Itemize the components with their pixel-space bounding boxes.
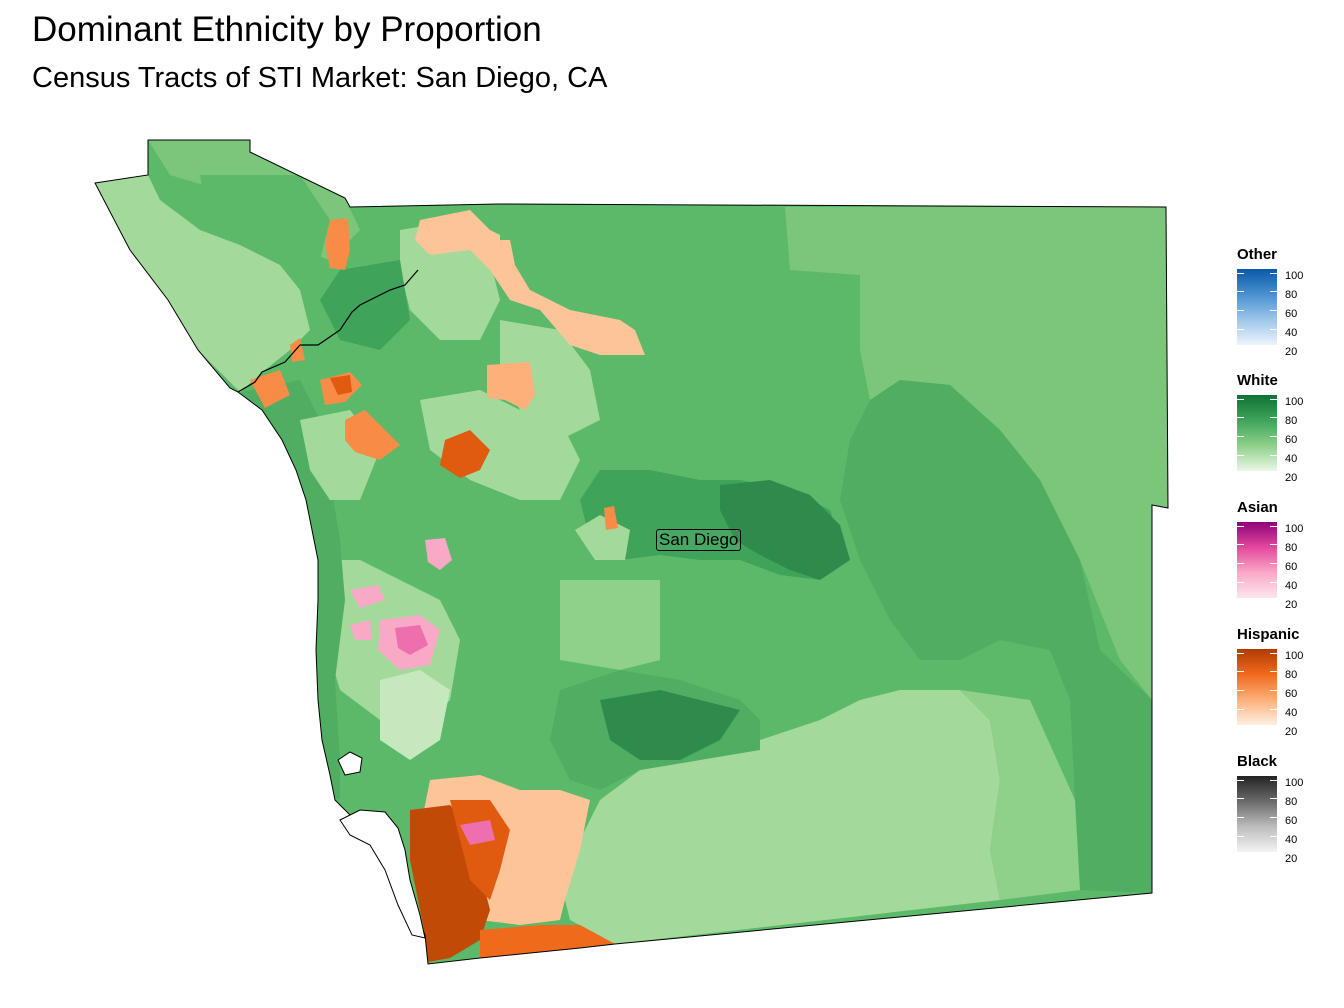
legend-tick-label: 60 [1285, 308, 1298, 320]
legend-tick-label: 60 [1285, 561, 1298, 573]
legend-tick-label: 20 [1285, 853, 1298, 865]
legend-tick-label: 40 [1285, 834, 1298, 846]
region-se-light [560, 690, 1000, 944]
region-mid-light-2 [380, 670, 450, 760]
region-south-dark [600, 690, 740, 760]
hispanic-tract-north-5 [250, 370, 290, 408]
map-subtitle: Census Tracts of STI Market: San Diego, … [32, 62, 608, 94]
bay-shape [339, 809, 426, 939]
mission-bay [337, 751, 363, 776]
asian-tract-1 [425, 538, 452, 570]
hispanic-tract-north-10 [604, 506, 618, 530]
region-north-mid [200, 175, 330, 260]
legend-colorbar [1237, 776, 1277, 852]
legend-colorbar [1237, 395, 1277, 471]
region-north-dark [320, 260, 410, 350]
legend-title: White [1237, 372, 1278, 389]
legend-tick-label: 100 [1285, 396, 1304, 408]
region-se-mid [960, 690, 1080, 900]
legend-tick-label: 80 [1285, 796, 1298, 808]
city-label-san-diego: San Diego [656, 529, 742, 551]
hispanic-tract-north-9 [440, 430, 490, 478]
legend-tick-label: 40 [1285, 327, 1298, 339]
legend-tick-label: 40 [1285, 453, 1298, 465]
legend-tick-label: 80 [1285, 669, 1298, 681]
legend-tick-label: 80 [1285, 542, 1298, 554]
legend-tick-label: 80 [1285, 289, 1298, 301]
hispanic-tract-north-2 [325, 218, 350, 270]
legend-black: Black 100 80 60 40 20 [1237, 753, 1337, 865]
hispanic-tract-north-7 [330, 375, 352, 395]
legend-tick-label: 40 [1285, 580, 1298, 592]
region-nw-light [95, 175, 310, 392]
legend-white: White 100 80 60 40 20 [1237, 372, 1337, 484]
legend-title: Hispanic [1237, 626, 1300, 643]
legend-tick-label: 20 [1285, 726, 1298, 738]
legend-asian: Asian 100 80 60 40 20 [1237, 499, 1337, 611]
region-coast [240, 380, 345, 800]
legend-tick-label: 40 [1285, 707, 1298, 719]
legend-tick-label: 60 [1285, 688, 1298, 700]
legend-tick-label: 20 [1285, 346, 1298, 358]
legend-tick-label: 100 [1285, 270, 1304, 282]
asian-south-tract [460, 820, 495, 845]
hispanic-tract-north-1 [415, 210, 645, 355]
hispanic-tract-north-3 [487, 362, 535, 410]
region-central-darker [720, 480, 850, 580]
legend-tick-label: 80 [1285, 415, 1298, 427]
map-title: Dominant Ethnicity by Proportion [32, 10, 542, 49]
legend-tick-label: 100 [1285, 650, 1304, 662]
region-east-light [785, 207, 1168, 700]
legend-hispanic: Hispanic 100 80 60 40 20 [1237, 626, 1337, 738]
river-line [237, 269, 419, 393]
hispanic-tract-north-4 [290, 338, 305, 362]
region-central-mid [560, 580, 660, 670]
legend-tick-label: 20 [1285, 599, 1298, 611]
hispanic-tract-north-8 [345, 410, 400, 460]
legend-tick-label: 20 [1285, 472, 1298, 484]
legend-tick-label: 100 [1285, 523, 1304, 535]
hispanic-border-band [480, 925, 615, 958]
region-east-dark [840, 380, 1152, 893]
legend-title: Black [1237, 753, 1278, 770]
legend-tick-label: 100 [1285, 777, 1304, 789]
legend-colorbar [1237, 522, 1277, 598]
legend-tick-label: 60 [1285, 434, 1298, 446]
legend-title: Asian [1237, 499, 1278, 516]
asian-tract-4 [395, 625, 428, 655]
legend-title: Other [1237, 246, 1278, 263]
legend-tick-label: 60 [1285, 815, 1298, 827]
legend-colorbar [1237, 269, 1277, 345]
legend-colorbar [1237, 649, 1277, 725]
asian-tract-2 [350, 585, 385, 608]
asian-tract-5 [350, 620, 372, 640]
legend-other: Other 100 80 60 40 20 [1237, 246, 1337, 358]
